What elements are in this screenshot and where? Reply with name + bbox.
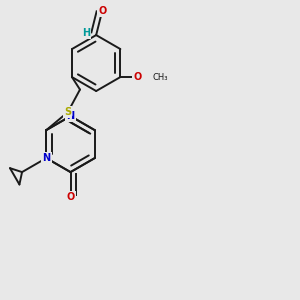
Text: O: O [98, 6, 106, 16]
Text: CH₃: CH₃ [153, 73, 168, 82]
Text: N: N [66, 111, 75, 121]
Text: N: N [42, 153, 50, 163]
Text: O: O [133, 72, 141, 82]
Text: O: O [66, 192, 75, 202]
Text: S: S [64, 107, 71, 117]
Text: H: H [82, 28, 90, 38]
